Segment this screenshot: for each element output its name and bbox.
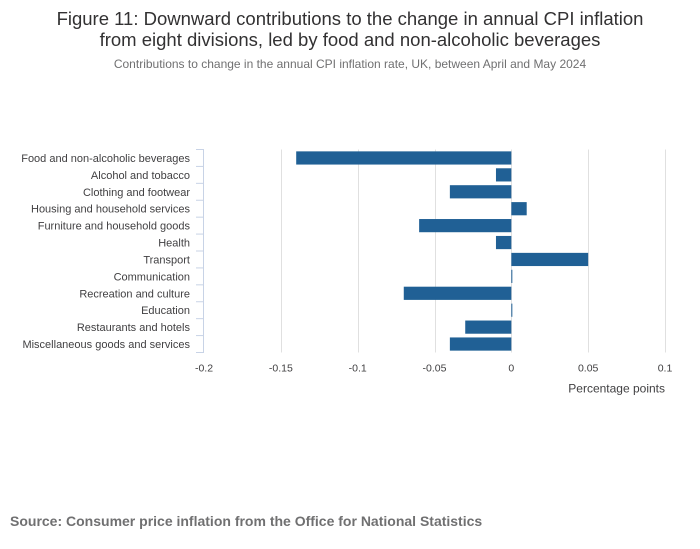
category-label: Miscellaneous goods and services xyxy=(22,339,190,351)
bar xyxy=(449,185,512,199)
bar xyxy=(511,303,513,317)
x-tick-label: 0 xyxy=(508,363,514,375)
x-tick-label: -0.15 xyxy=(269,363,293,375)
x-tick-label: -0.1 xyxy=(349,363,367,375)
category-label: Alcohol and tobacco xyxy=(91,170,190,182)
x-tick-label: -0.05 xyxy=(423,363,447,375)
category-label: Communication xyxy=(114,271,190,283)
bar xyxy=(511,269,513,283)
category-label: Education xyxy=(141,305,190,317)
category-label: Housing and household services xyxy=(31,204,190,216)
category-label: Recreation and culture xyxy=(79,288,190,300)
x-tick-label: -0.2 xyxy=(195,363,213,375)
x-tick-label: 0.05 xyxy=(578,363,599,375)
category-label: Transport xyxy=(143,254,190,266)
category-label: Health xyxy=(158,238,190,250)
bar xyxy=(403,286,512,300)
chart-title: Figure 11: Downward contributions to the… xyxy=(0,8,700,50)
x-axis-title: Percentage points xyxy=(568,382,665,396)
bar xyxy=(419,219,512,233)
category-label: Clothing and footwear xyxy=(83,187,190,199)
category-label: Restaurants and hotels xyxy=(77,322,191,334)
category-label: Food and non-alcoholic beverages xyxy=(21,153,190,165)
bar xyxy=(296,151,512,165)
bar xyxy=(495,168,512,182)
bar xyxy=(495,235,512,250)
bar xyxy=(465,320,512,334)
bar xyxy=(511,252,589,267)
chart-subtitle: Contributions to change in the annual CP… xyxy=(113,57,587,71)
chart-title-line-2: from eight divisions, led by food and no… xyxy=(99,29,601,50)
x-tick-label: 0.1 xyxy=(658,363,673,375)
bar xyxy=(511,202,527,216)
source-note: Source: Consumer price inflation from th… xyxy=(10,513,483,529)
category-label: Furniture and household goods xyxy=(38,221,191,233)
chart-title-line-1: Figure 11: Downward contributions to the… xyxy=(56,8,644,29)
bar xyxy=(449,337,512,351)
